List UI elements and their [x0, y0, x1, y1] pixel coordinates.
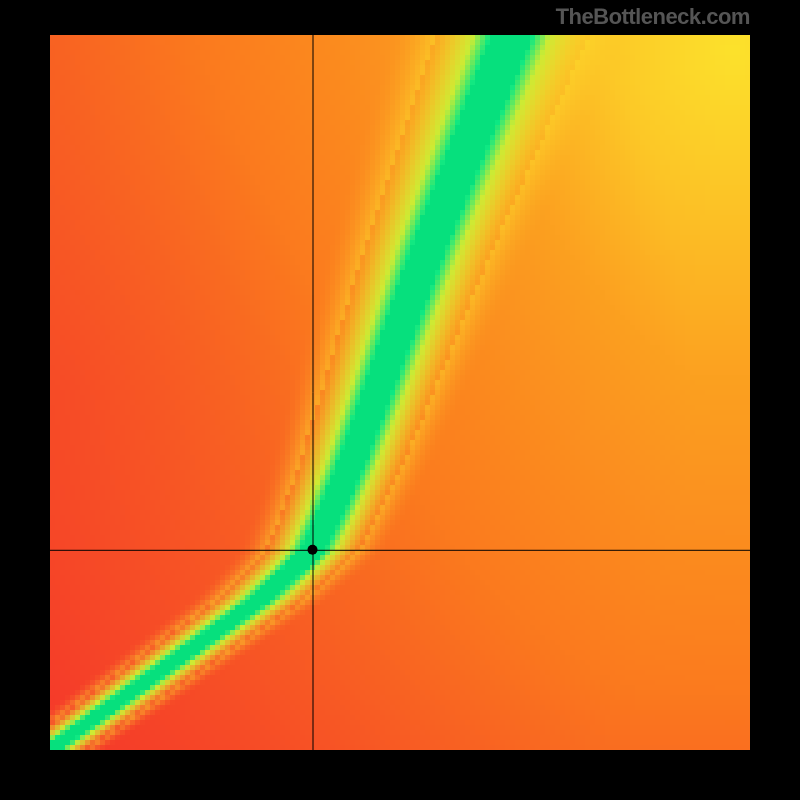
- heatmap-canvas: [50, 35, 750, 750]
- heatmap-plot: [50, 35, 750, 750]
- attribution-label: TheBottleneck.com: [556, 4, 750, 30]
- root-container: TheBottleneck.com: [0, 0, 800, 800]
